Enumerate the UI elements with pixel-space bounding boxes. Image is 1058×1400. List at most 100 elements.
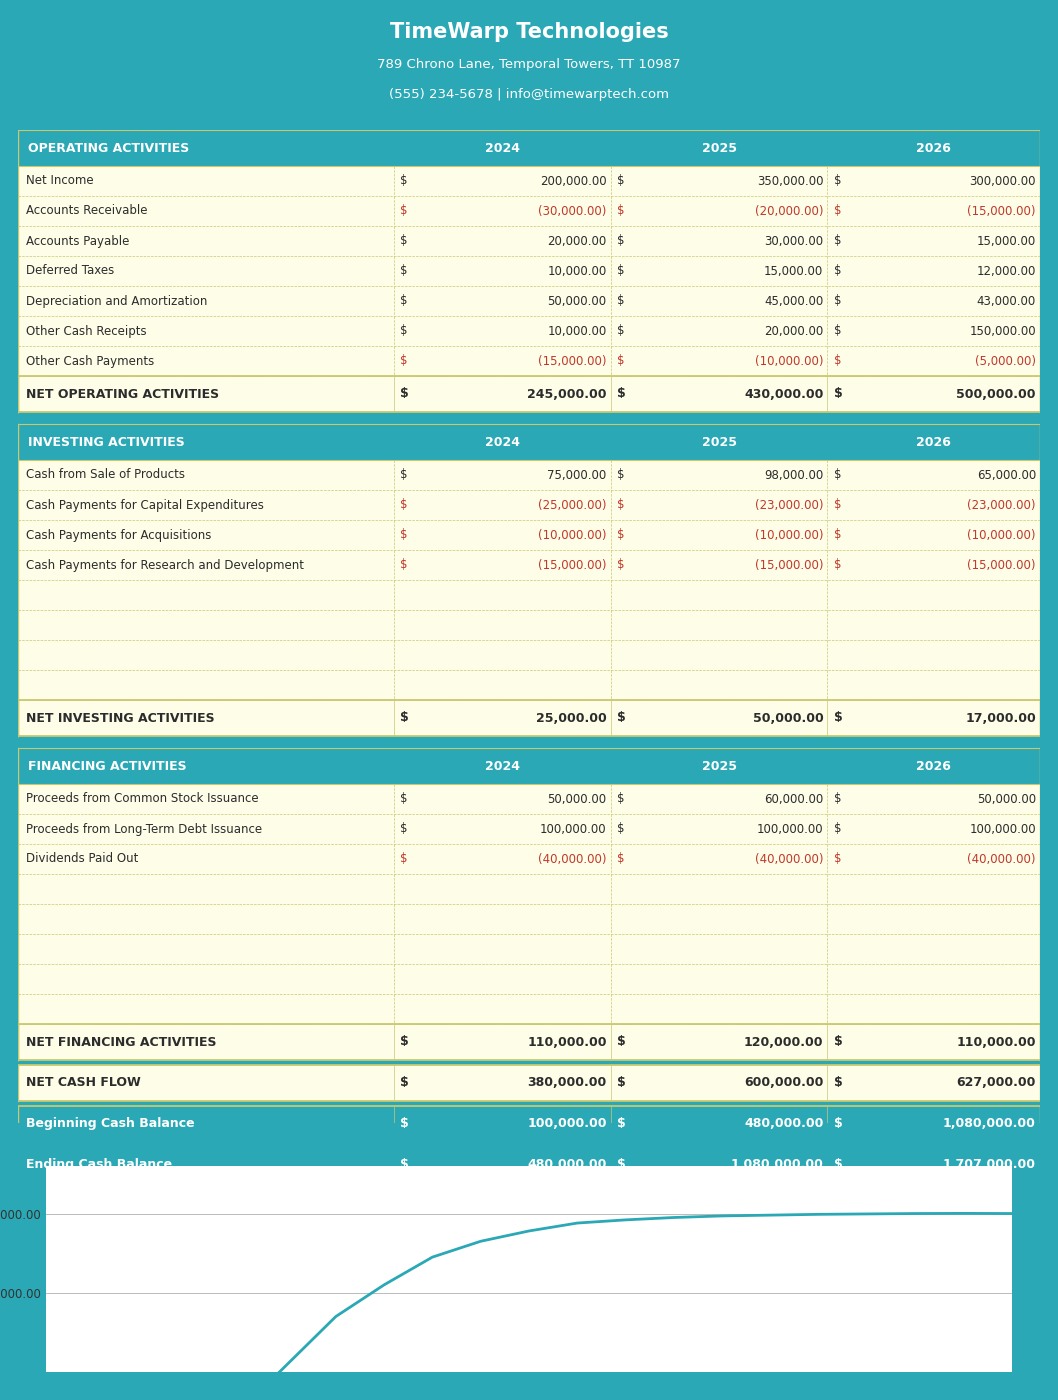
Text: OPERATING ACTIVITIES: OPERATING ACTIVITIES (29, 141, 189, 154)
FancyBboxPatch shape (18, 934, 1040, 965)
Text: 2025: 2025 (701, 435, 736, 448)
FancyBboxPatch shape (18, 580, 1040, 610)
Text: Proceeds from Long-Term Debt Issuance: Proceeds from Long-Term Debt Issuance (26, 823, 262, 836)
Text: $: $ (400, 294, 407, 308)
Text: 500,000.00: 500,000.00 (956, 388, 1036, 400)
Text: $: $ (617, 1117, 625, 1130)
Text: $: $ (834, 1077, 842, 1089)
Text: $: $ (834, 1158, 842, 1170)
Text: 2026: 2026 (916, 435, 951, 448)
Text: $: $ (400, 1117, 409, 1130)
Text: $: $ (617, 325, 624, 337)
Text: (40,000.00): (40,000.00) (967, 853, 1036, 865)
Text: $: $ (834, 265, 841, 277)
FancyBboxPatch shape (18, 550, 1040, 580)
Text: $: $ (400, 1158, 409, 1170)
Text: (15,000.00): (15,000.00) (967, 559, 1036, 571)
Text: $: $ (400, 469, 407, 482)
Text: 1,080,000.00: 1,080,000.00 (730, 1158, 823, 1170)
Text: NET FINANCING ACTIVITIES: NET FINANCING ACTIVITIES (26, 1036, 217, 1049)
Text: $: $ (400, 528, 407, 542)
Text: $: $ (834, 388, 842, 400)
Text: $: $ (834, 469, 841, 482)
Text: 2026: 2026 (916, 759, 951, 773)
Text: $: $ (400, 204, 407, 217)
FancyBboxPatch shape (18, 316, 1040, 346)
Text: $: $ (617, 469, 624, 482)
FancyBboxPatch shape (18, 256, 1040, 286)
Text: $: $ (400, 388, 409, 400)
FancyBboxPatch shape (18, 490, 1040, 519)
Text: 1,080,000.00: 1,080,000.00 (943, 1117, 1036, 1130)
FancyBboxPatch shape (18, 1065, 1040, 1100)
Text: 789 Chrono Lane, Temporal Towers, TT 10987: 789 Chrono Lane, Temporal Towers, TT 109… (378, 57, 680, 71)
Text: (15,000.00): (15,000.00) (539, 559, 606, 571)
FancyBboxPatch shape (18, 1147, 1040, 1183)
Text: 50,000.00: 50,000.00 (548, 294, 606, 308)
Text: $: $ (834, 528, 841, 542)
FancyBboxPatch shape (18, 813, 1040, 844)
Text: (10,000.00): (10,000.00) (539, 528, 606, 542)
Text: Cash Payments for Acquisitions: Cash Payments for Acquisitions (26, 528, 212, 542)
Text: Cash Payments for Capital Expenditures: Cash Payments for Capital Expenditures (26, 498, 264, 511)
Text: (10,000.00): (10,000.00) (754, 528, 823, 542)
Text: 600,000.00: 600,000.00 (744, 1077, 823, 1089)
Text: 430,000.00: 430,000.00 (744, 388, 823, 400)
Text: INVESTING ACTIVITIES: INVESTING ACTIVITIES (29, 435, 185, 448)
Text: 75,000.00: 75,000.00 (547, 469, 606, 482)
Text: NET INVESTING ACTIVITIES: NET INVESTING ACTIVITIES (26, 711, 215, 725)
Text: $: $ (617, 175, 624, 188)
Text: $: $ (400, 559, 407, 571)
Text: 100,000.00: 100,000.00 (969, 823, 1036, 836)
Text: Ending Cash Balance: Ending Cash Balance (26, 1158, 172, 1170)
FancyBboxPatch shape (18, 377, 1040, 412)
Text: (23,000.00): (23,000.00) (754, 498, 823, 511)
FancyBboxPatch shape (18, 167, 1040, 196)
Text: 2026: 2026 (916, 141, 951, 154)
Text: (15,000.00): (15,000.00) (754, 559, 823, 571)
FancyBboxPatch shape (18, 610, 1040, 640)
Text: NET OPERATING ACTIVITIES: NET OPERATING ACTIVITIES (26, 388, 219, 400)
Text: $: $ (400, 325, 407, 337)
Text: $: $ (400, 175, 407, 188)
Text: $: $ (834, 823, 841, 836)
Text: Beginning Cash Balance: Beginning Cash Balance (26, 1117, 195, 1130)
Text: Cash Payments for Research and Development: Cash Payments for Research and Developme… (26, 559, 305, 571)
FancyBboxPatch shape (18, 904, 1040, 934)
FancyBboxPatch shape (18, 424, 1040, 461)
Text: 2025: 2025 (701, 141, 736, 154)
Text: $: $ (617, 498, 624, 511)
FancyBboxPatch shape (18, 519, 1040, 550)
Text: $: $ (617, 792, 624, 805)
FancyBboxPatch shape (18, 640, 1040, 671)
Text: 10,000.00: 10,000.00 (547, 325, 606, 337)
Text: 100,000.00: 100,000.00 (527, 1117, 606, 1130)
Text: 2024: 2024 (485, 141, 519, 154)
Text: 110,000.00: 110,000.00 (527, 1036, 606, 1049)
Text: NET CASH FLOW: NET CASH FLOW (26, 1077, 141, 1089)
Text: Accounts Payable: Accounts Payable (26, 234, 129, 248)
Text: (10,000.00): (10,000.00) (967, 528, 1036, 542)
Text: $: $ (834, 354, 841, 367)
FancyBboxPatch shape (18, 286, 1040, 316)
FancyBboxPatch shape (18, 196, 1040, 225)
Text: (30,000.00): (30,000.00) (539, 204, 606, 217)
FancyBboxPatch shape (18, 346, 1040, 377)
Text: $: $ (617, 204, 624, 217)
Text: 43,000.00: 43,000.00 (977, 294, 1036, 308)
Text: $: $ (400, 792, 407, 805)
Text: (15,000.00): (15,000.00) (539, 354, 606, 367)
Text: 2024: 2024 (485, 759, 519, 773)
Text: $: $ (400, 711, 409, 725)
FancyBboxPatch shape (18, 671, 1040, 700)
Text: $: $ (400, 354, 407, 367)
Text: 2025: 2025 (701, 759, 736, 773)
Text: $: $ (617, 265, 624, 277)
Text: $: $ (400, 1036, 409, 1049)
Text: $: $ (400, 234, 407, 248)
Text: 100,000.00: 100,000.00 (756, 823, 823, 836)
Text: Net Income: Net Income (26, 175, 94, 188)
Text: (20,000.00): (20,000.00) (754, 204, 823, 217)
Text: $: $ (834, 559, 841, 571)
Text: $: $ (400, 265, 407, 277)
